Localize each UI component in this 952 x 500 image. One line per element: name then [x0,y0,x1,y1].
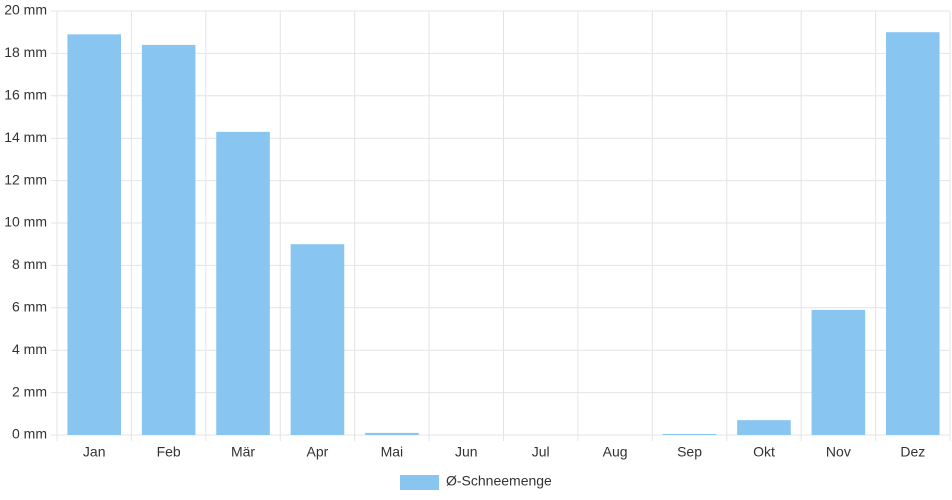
y-tick-label: 6 mm [12,299,47,315]
x-tick-label: Apr [307,444,329,460]
y-tick-label: 4 mm [12,341,47,357]
y-tick-label: 20 mm [4,2,47,18]
x-tick-label: Nov [826,444,851,460]
bar [141,44,196,436]
bar [67,34,121,435]
legend-label: Ø-Schneemenge [446,473,552,489]
bar [886,32,940,435]
y-tick-label: 12 mm [4,171,47,187]
bar [662,433,717,435]
x-tick-label: Sep [677,444,702,460]
y-tick-label: 16 mm [4,87,47,103]
bar [737,420,791,435]
x-tick-label: Dez [900,444,925,460]
x-tick-label: Okt [753,444,775,460]
y-tick-label: 8 mm [12,256,47,272]
bar [290,244,345,435]
x-tick-label: Jun [455,444,478,460]
bar [811,309,866,435]
x-tick-label: Jul [532,444,550,460]
x-tick-label: Feb [157,444,181,460]
y-tick-label: 0 mm [12,426,47,442]
x-tick-label: Jan [83,444,106,460]
x-tick-label: Mai [381,444,404,460]
legend-swatch [400,475,439,490]
y-tick-label: 14 mm [4,129,47,145]
y-tick-label: 2 mm [12,383,47,399]
bar [216,131,270,435]
y-tick-label: 18 mm [4,44,47,60]
x-tick-label: Aug [603,444,628,460]
x-tick-label: Mär [231,444,255,460]
bar [365,432,419,435]
y-tick-label: 10 mm [4,214,47,230]
